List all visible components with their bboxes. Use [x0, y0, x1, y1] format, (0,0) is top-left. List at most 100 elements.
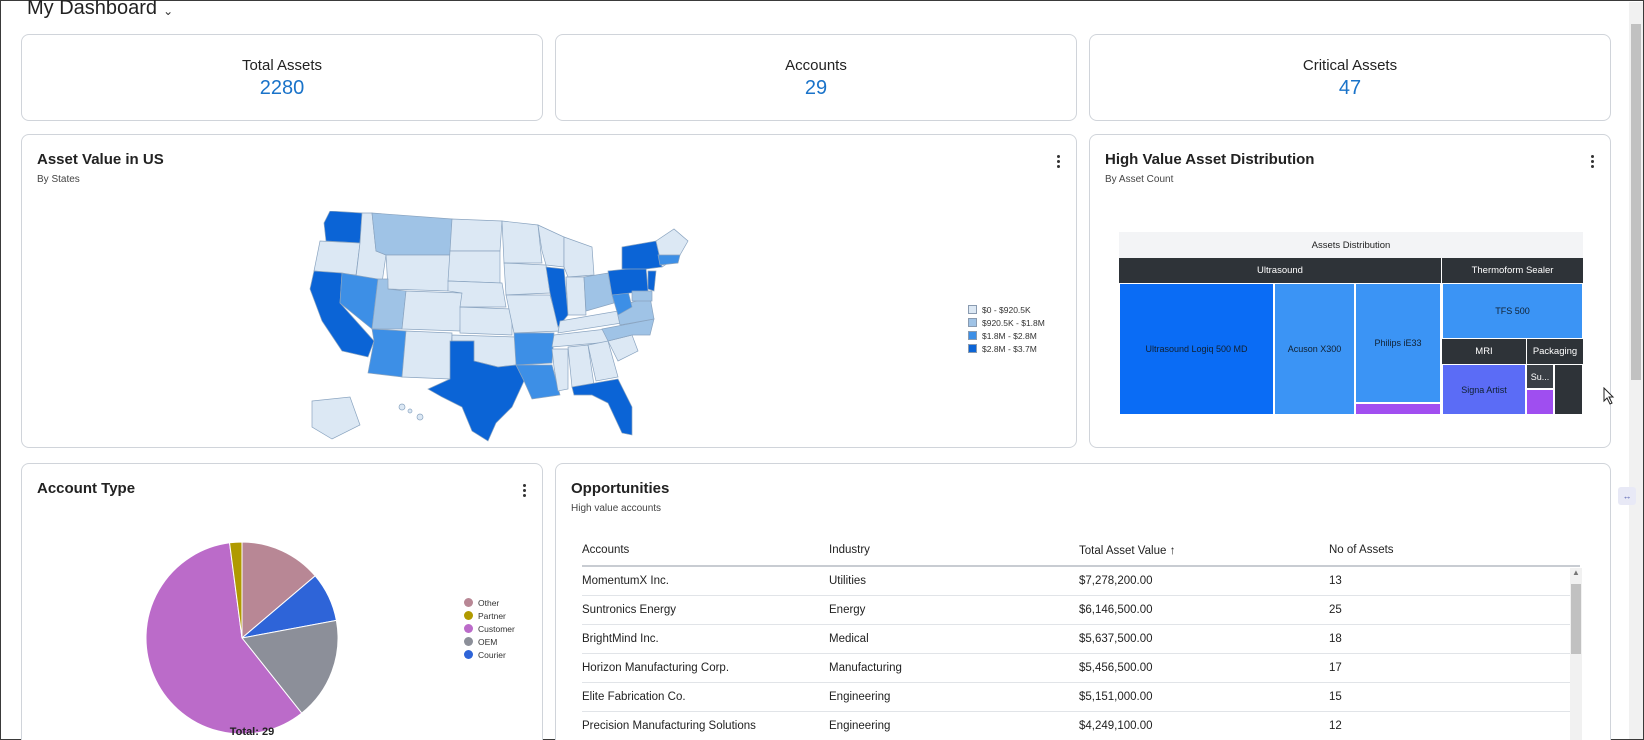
card-subtitle: By States [37, 174, 80, 185]
cell-total-asset-value: $7,278,200.00 [1079, 566, 1329, 596]
table-row[interactable]: Horizon Manufacturing Corp. Manufacturing… [582, 653, 1580, 683]
column-header-total-asset-value[interactable]: Total Asset Value ↑ [1079, 534, 1329, 567]
kpi-label: Critical Assets [1302, 57, 1398, 74]
more-options-icon[interactable] [1052, 153, 1064, 171]
state-nj [647, 270, 657, 292]
cell-account: Precision Manufacturing Solutions [582, 711, 829, 740]
treemap-cell-small[interactable] [1355, 403, 1441, 415]
state-nd [449, 218, 503, 252]
scroll-up-icon[interactable]: ▲ [1572, 568, 1580, 577]
state-la [515, 364, 561, 400]
cell-industry: Engineering [829, 711, 1079, 740]
state-co [401, 290, 463, 332]
opportunities-table: Accounts Industry Total Asset Value ↑ No… [582, 534, 1580, 740]
table-row[interactable]: Elite Fabrication Co. Engineering $5,151,0… [582, 682, 1580, 712]
column-header-accounts[interactable]: Accounts [582, 534, 829, 567]
legend-label: $2.8M - $3.7M [982, 343, 1037, 354]
kpi-value: 2280 [259, 77, 305, 99]
state-ms [551, 348, 569, 392]
state-wa [323, 211, 363, 244]
legend-item-courier[interactable]: Courier [464, 648, 515, 661]
cell-total-asset-value: $5,637,500.00 [1079, 624, 1329, 654]
legend-swatch [464, 624, 473, 633]
treemap-group-packaging[interactable]: Packaging [1527, 339, 1583, 364]
sort-ascending-icon[interactable]: ↑ [1169, 542, 1176, 557]
cell-industry: Energy [829, 595, 1079, 625]
cell-no-of-assets: 15 [1329, 682, 1580, 712]
state-ks [459, 306, 513, 336]
state-tx [427, 340, 525, 442]
more-options-icon[interactable] [518, 482, 530, 500]
state-mi [563, 236, 595, 278]
pie-total-label: Total: 29 [229, 726, 275, 738]
state-in [565, 276, 587, 316]
table-row[interactable]: Suntronics Energy Energy $6,146,500.00 25 [582, 595, 1580, 625]
pie-slice-partner[interactable] [228, 541, 243, 639]
table-row[interactable]: Precision Manufacturing Solutions Enginee… [582, 711, 1580, 740]
kpi-accounts[interactable]: Accounts 29 [555, 34, 1077, 121]
treemap-cell[interactable]: Ultrasound Logiq 500 MD [1119, 283, 1274, 415]
table-row[interactable]: MomentumX Inc. Utilities $7,278,200.00 13 [582, 566, 1580, 596]
column-header-label: Total Asset Value [1079, 544, 1167, 557]
state-ma [657, 254, 681, 266]
more-options-icon[interactable] [1586, 153, 1598, 171]
legend-item: $2.8M - $3.7M [968, 342, 1045, 355]
cell-no-of-assets: 13 [1329, 566, 1580, 596]
pie-slice-other[interactable] [241, 541, 316, 640]
state-md [631, 290, 653, 302]
treemap-group-ultrasound[interactable]: Ultrasound [1119, 258, 1441, 283]
state-oh [583, 272, 615, 312]
side-panel-toggle-icon[interactable]: ↔ [1618, 487, 1636, 505]
us-choropleth-map[interactable] [302, 211, 702, 451]
cell-industry: Manufacturing [829, 653, 1079, 683]
mouse-cursor-icon [1603, 387, 1615, 405]
treemap-group-thermoform[interactable]: Thermoform Sealer [1442, 258, 1583, 283]
asset-value-map-card: Asset Value in US By States [21, 134, 1077, 448]
treemap-cell[interactable]: Acuson X300 [1274, 283, 1355, 415]
treemap-cell-small[interactable] [1526, 389, 1554, 415]
page-scrollbar[interactable] [1629, 2, 1643, 739]
page-scrollbar-thumb[interactable] [1631, 24, 1641, 380]
card-subtitle: High value accounts [571, 503, 662, 514]
pie-slice-customer[interactable] [145, 542, 303, 735]
legend-item-other[interactable]: Other [464, 596, 515, 609]
kpi-critical-assets[interactable]: Critical Assets 47 [1089, 34, 1611, 121]
pie-slice-oem[interactable] [241, 619, 339, 714]
state-ia [503, 262, 551, 296]
column-header-label: No of Assets [1329, 543, 1394, 556]
legend-label: $1.8M - $2.8M [982, 330, 1037, 341]
column-header-label: Industry [829, 543, 870, 556]
state-wi [537, 224, 565, 268]
legend-item: $0 - $920.5K [968, 303, 1045, 316]
cell-total-asset-value: $5,151,000.00 [1079, 682, 1329, 712]
column-header-no-of-assets[interactable]: No of Assets [1329, 534, 1580, 567]
account-type-pie-chart[interactable] [132, 528, 352, 740]
table-scrollbar-thumb[interactable] [1571, 584, 1581, 654]
legend-label: $0 - $920.5K [982, 304, 1031, 315]
state-or [313, 240, 361, 276]
cell-account: BrightMind Inc. [582, 624, 829, 654]
table-row[interactable]: BrightMind Inc. Medical $5,637,500.00 18 [582, 624, 1580, 654]
legend-item-oem[interactable]: OEM [464, 635, 515, 648]
table-scrollbar[interactable]: ▲ [1570, 568, 1582, 740]
legend-label: Other [478, 597, 500, 608]
cell-account: MomentumX Inc. [582, 566, 829, 596]
dashboard-title-menu[interactable]: My Dashboard ⌄ [27, 0, 173, 20]
cell-no-of-assets: 17 [1329, 653, 1580, 683]
treemap-cell[interactable]: Philips iE33 [1355, 283, 1441, 403]
legend-swatch [968, 318, 977, 327]
treemap-group-mri[interactable]: MRI [1442, 339, 1526, 364]
cell-account: Suntronics Energy [582, 595, 829, 625]
kpi-total-assets[interactable]: Total Assets 2280 [21, 34, 543, 121]
legend-label: Customer [478, 623, 515, 634]
state-ak [311, 396, 361, 440]
legend-item-partner[interactable]: Partner [464, 609, 515, 622]
treemap-cell[interactable]: Signa Artist [1442, 364, 1526, 415]
treemap-cell-small[interactable] [1554, 364, 1583, 415]
column-header-industry[interactable]: Industry [829, 534, 1079, 567]
treemap-cell[interactable]: Su... [1526, 364, 1554, 389]
legend-label: OEM [478, 636, 498, 647]
treemap-cell[interactable]: TFS 500 [1442, 283, 1583, 339]
legend-item-customer[interactable]: Customer [464, 622, 515, 635]
cell-total-asset-value: $6,146,500.00 [1079, 595, 1329, 625]
